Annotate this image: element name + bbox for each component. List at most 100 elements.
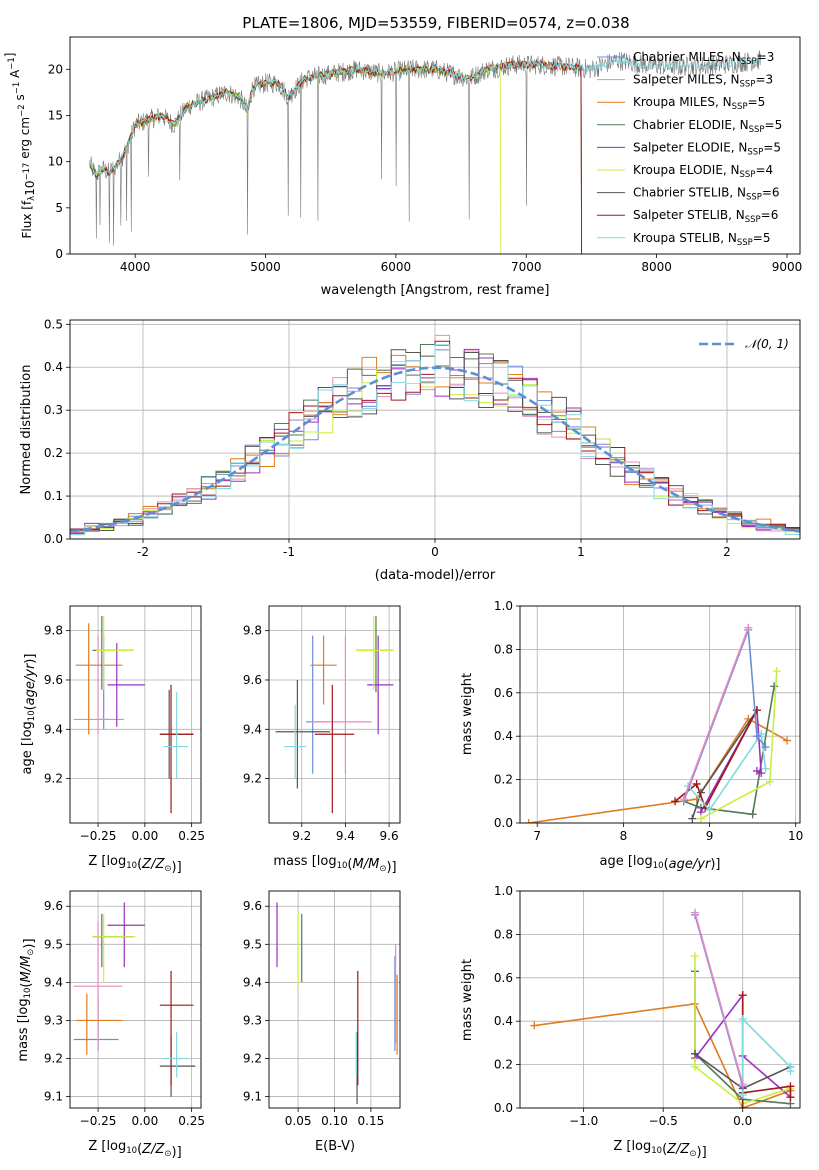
x-axis-label: wavelength [Angstrom, rest frame]: [321, 283, 550, 298]
legend-text: Kroupa MILES, N: [633, 95, 732, 109]
label-part: 10: [126, 1146, 137, 1156]
y-tick-label: 9.2: [44, 1052, 63, 1066]
legend-text: Chabrier MILES, N: [633, 50, 741, 64]
label-part: 10: [337, 861, 348, 871]
y-tick-label: 0.0: [44, 532, 63, 546]
y-tick-label: 0.5: [44, 317, 63, 331]
label-part: M/M: [353, 857, 380, 872]
x-tick-label: 8000: [641, 260, 672, 274]
mass-vs-z-axes: −0.25 0.00 0.259.19.29.39.49.59.6Z [log10(…: [16, 890, 205, 1160]
y-tick-label: 0.4: [494, 1014, 513, 1028]
legend-subscript: SSP: [737, 238, 753, 248]
y-tick-label: 9.6: [243, 673, 262, 687]
x-axis-label: Z [log10(Z/Z⊙)]: [613, 1139, 706, 1160]
spectrum-axes: 4000 5000 6000 7000 8000 9000 0 5 10 15 20 waveleng…: [3, 36, 802, 298]
label-part: )]: [172, 860, 182, 875]
legend-label: Kroupa ELODIE, NSSP=4: [633, 163, 773, 180]
y-tick-label: 9.8: [243, 624, 262, 638]
plus-marker: [696, 814, 705, 823]
series-line: [682, 627, 750, 800]
model-kroupa-stelib-line: [89, 56, 762, 177]
series-line: [694, 956, 791, 1105]
x-axis-label: mass [log10(M/M⊙)]: [273, 854, 396, 875]
y-tick-label: 9.6: [243, 899, 262, 913]
label-part: (: [23, 705, 38, 710]
x-tick-label: -2: [137, 545, 149, 559]
age-vs-mass-axes: 9.2 9.4 9.6 9.2 9.4 9.6 9.8 mass [log10(M/M⊙)]: [243, 605, 401, 875]
label-part: mass [log: [273, 854, 336, 869]
x-axis-label: Z [log10(Z/Z⊙)]: [88, 854, 181, 875]
plot-area: [73, 615, 194, 814]
point-kroupa-elodie: [356, 615, 394, 690]
label-part: (: [137, 857, 142, 872]
plus-marker: [738, 991, 747, 1000]
axes-frame: [519, 890, 801, 1109]
label-part: s: [13, 94, 27, 104]
legend-label: Kroupa STELIB, NSSP=5: [633, 231, 771, 248]
plus-marker: [786, 1067, 795, 1076]
x-axis-label: Z [log10(Z/Z⊙)]: [88, 1139, 181, 1160]
x-tick-label: 0.00: [131, 1114, 158, 1128]
plus-marker: [757, 769, 766, 778]
x-tick-label: 1: [577, 545, 585, 559]
legend-count: =5: [763, 140, 781, 154]
legend-count: =5: [765, 118, 783, 132]
point-salpeter-elodie: [107, 902, 145, 968]
legend-text: Salpeter STELIB, N: [633, 208, 745, 222]
x-tick-label: 0.10: [321, 1114, 348, 1128]
x-tick-label: −0.25: [80, 1114, 117, 1128]
plus-marker: [748, 810, 757, 819]
mass-weight-vs-z-axes: −1.0 −0.5 0.0 0.0 0.2 0.4 0.6 0.8 1.0 Z [log10(Z/…: [460, 884, 801, 1160]
legend-text: Chabrier STELIB, N: [633, 186, 746, 200]
point-chabrier-miles: [306, 635, 328, 774]
label-part: Z [log: [88, 854, 126, 869]
point-chabrier-elodie: [356, 615, 394, 693]
plot-area: [524, 623, 792, 823]
plus-marker: [772, 667, 781, 676]
point-kroupa-elodie: [92, 913, 136, 983]
x-tick-label: 0.25: [178, 1114, 205, 1128]
y-tick-label: 9.1: [44, 1090, 63, 1104]
legend-subscript: SSP: [741, 57, 757, 67]
label-part: −2: [17, 104, 27, 117]
label-part: 10: [126, 861, 137, 871]
label-part: )]: [697, 1145, 707, 1160]
label-part: ⊙: [689, 1149, 696, 1159]
y-tick-label: 9.2: [243, 772, 262, 786]
hist-kroupa-stelib-step: [70, 344, 800, 536]
x-tick-label: −0.5: [649, 1114, 678, 1128]
x-tick-label: 10: [788, 829, 803, 843]
series-kroupa-stelib: [738, 1015, 795, 1099]
axes-frame: [69, 605, 202, 824]
label-part: )]: [172, 1145, 182, 1160]
x-tick-label: 2: [723, 545, 731, 559]
plus-marker: [671, 797, 680, 806]
label-part: erg cm: [18, 117, 32, 163]
label-part: age/yr: [669, 857, 712, 872]
y-tick-label: 9.8: [44, 624, 63, 638]
point-salpeter-stelib: [159, 970, 194, 1086]
plot-area: [70, 334, 800, 536]
plus-marker: [530, 1021, 539, 1030]
label-part: A: [8, 69, 22, 82]
point-chabrier-stelib: [275, 679, 331, 789]
legend-text: Kroupa STELIB, N: [633, 231, 737, 245]
series-kroupa-miles: [524, 714, 792, 823]
label-part: ]: [3, 53, 17, 58]
plus-marker: [738, 1015, 747, 1024]
series-line: [700, 707, 763, 813]
plus-marker: [679, 795, 688, 804]
label-part: age [log: [600, 854, 653, 869]
x-tick-label: 5000: [250, 260, 281, 274]
legend-count: =6: [761, 208, 779, 222]
x-tick-label: 6000: [381, 260, 412, 274]
label-part: 10: [27, 710, 37, 721]
legend-text: Salpeter ELODIE, N: [633, 140, 747, 154]
y-tick-label: 0.4: [494, 729, 513, 743]
plus-marker: [770, 682, 779, 691]
legend-text: Chabrier ELODIE, N: [633, 118, 749, 132]
point-salpeter-elodie: [107, 642, 145, 727]
y-tick-label: 15: [48, 108, 63, 122]
label-part: −1: [12, 82, 22, 95]
